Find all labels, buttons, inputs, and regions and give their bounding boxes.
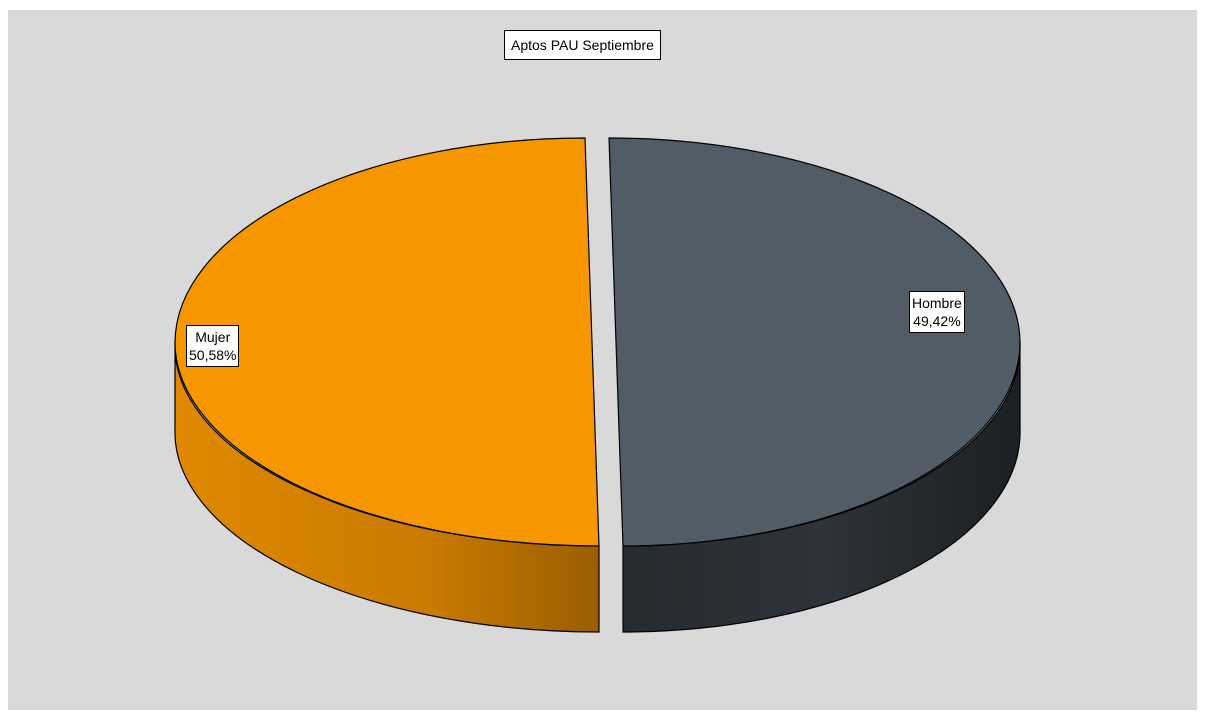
chart-title: Aptos PAU Septiembre [504, 30, 661, 60]
data-label-mujer: Mujer 50,58% [186, 325, 240, 367]
data-label-mujer-value: 50,58% [189, 347, 237, 363]
data-label-hombre: Hombre 49,42% [909, 291, 965, 333]
slice-side-mujer [174, 341, 600, 633]
data-label-hombre-value: 49,42% [913, 313, 961, 329]
slice-hombre[interactable] [608, 137, 1021, 547]
data-label-mujer-name: Mujer [195, 329, 231, 345]
data-label-hombre-name: Hombre [912, 295, 962, 311]
slice-mujer[interactable] [174, 137, 600, 547]
